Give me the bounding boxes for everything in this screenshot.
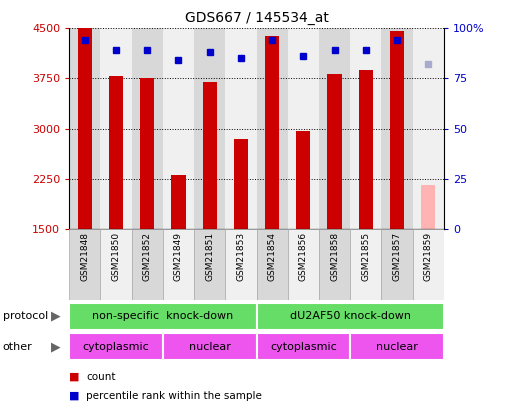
Text: GSM21850: GSM21850 <box>111 232 121 281</box>
Bar <box>225 229 256 300</box>
Bar <box>194 229 225 300</box>
Bar <box>171 175 186 229</box>
Bar <box>412 229 444 300</box>
Text: other: other <box>3 342 32 352</box>
Bar <box>132 28 163 229</box>
Text: ■: ■ <box>69 391 80 401</box>
Text: count: count <box>86 372 116 382</box>
Bar <box>319 229 350 300</box>
Text: nuclear: nuclear <box>189 342 231 352</box>
Text: GSM21853: GSM21853 <box>236 232 245 281</box>
Bar <box>350 229 381 300</box>
Bar <box>350 333 444 360</box>
Text: GSM21855: GSM21855 <box>361 232 370 281</box>
Bar <box>390 31 404 229</box>
Bar <box>163 229 194 300</box>
Bar <box>350 28 381 229</box>
Text: GSM21857: GSM21857 <box>392 232 402 281</box>
Bar <box>69 28 101 229</box>
Bar <box>101 28 132 229</box>
Text: dU2AF50 knock-down: dU2AF50 knock-down <box>290 311 410 321</box>
Bar <box>265 36 279 229</box>
Bar <box>163 333 256 360</box>
Bar <box>288 229 319 300</box>
Title: GDS667 / 145534_at: GDS667 / 145534_at <box>185 11 328 25</box>
Bar <box>256 229 288 300</box>
Bar <box>256 333 350 360</box>
Bar <box>359 70 373 229</box>
Text: GSM21849: GSM21849 <box>174 232 183 281</box>
Text: cytoplasmic: cytoplasmic <box>270 342 337 352</box>
Bar <box>140 79 154 229</box>
Text: GSM21848: GSM21848 <box>81 232 89 281</box>
Text: GSM21856: GSM21856 <box>299 232 308 281</box>
Text: GSM21858: GSM21858 <box>330 232 339 281</box>
Bar <box>132 229 163 300</box>
Bar <box>256 303 444 330</box>
Text: percentile rank within the sample: percentile rank within the sample <box>86 391 262 401</box>
Bar <box>381 28 412 229</box>
Text: non-specific  knock-down: non-specific knock-down <box>92 311 233 321</box>
Text: ■: ■ <box>69 372 80 382</box>
Text: cytoplasmic: cytoplasmic <box>83 342 149 352</box>
Bar <box>194 28 225 229</box>
Text: protocol: protocol <box>3 311 48 321</box>
Bar <box>421 185 435 229</box>
Text: ▶: ▶ <box>51 340 60 353</box>
Bar <box>109 77 123 229</box>
Bar <box>101 229 132 300</box>
Bar <box>381 229 412 300</box>
Bar <box>78 28 92 229</box>
Bar <box>225 28 256 229</box>
Bar <box>69 303 256 330</box>
Bar <box>69 333 163 360</box>
Bar <box>256 28 288 229</box>
Bar <box>203 82 216 229</box>
Text: GSM21854: GSM21854 <box>268 232 277 281</box>
Text: ▶: ▶ <box>51 310 60 323</box>
Bar <box>69 229 101 300</box>
Text: GSM21852: GSM21852 <box>143 232 152 281</box>
Bar <box>234 139 248 229</box>
Text: GSM21859: GSM21859 <box>424 232 432 281</box>
Text: nuclear: nuclear <box>376 342 418 352</box>
Bar <box>163 28 194 229</box>
Bar <box>327 74 342 229</box>
Bar <box>319 28 350 229</box>
Bar <box>288 28 319 229</box>
Bar <box>412 28 444 229</box>
Text: GSM21851: GSM21851 <box>205 232 214 281</box>
Bar <box>297 131 310 229</box>
